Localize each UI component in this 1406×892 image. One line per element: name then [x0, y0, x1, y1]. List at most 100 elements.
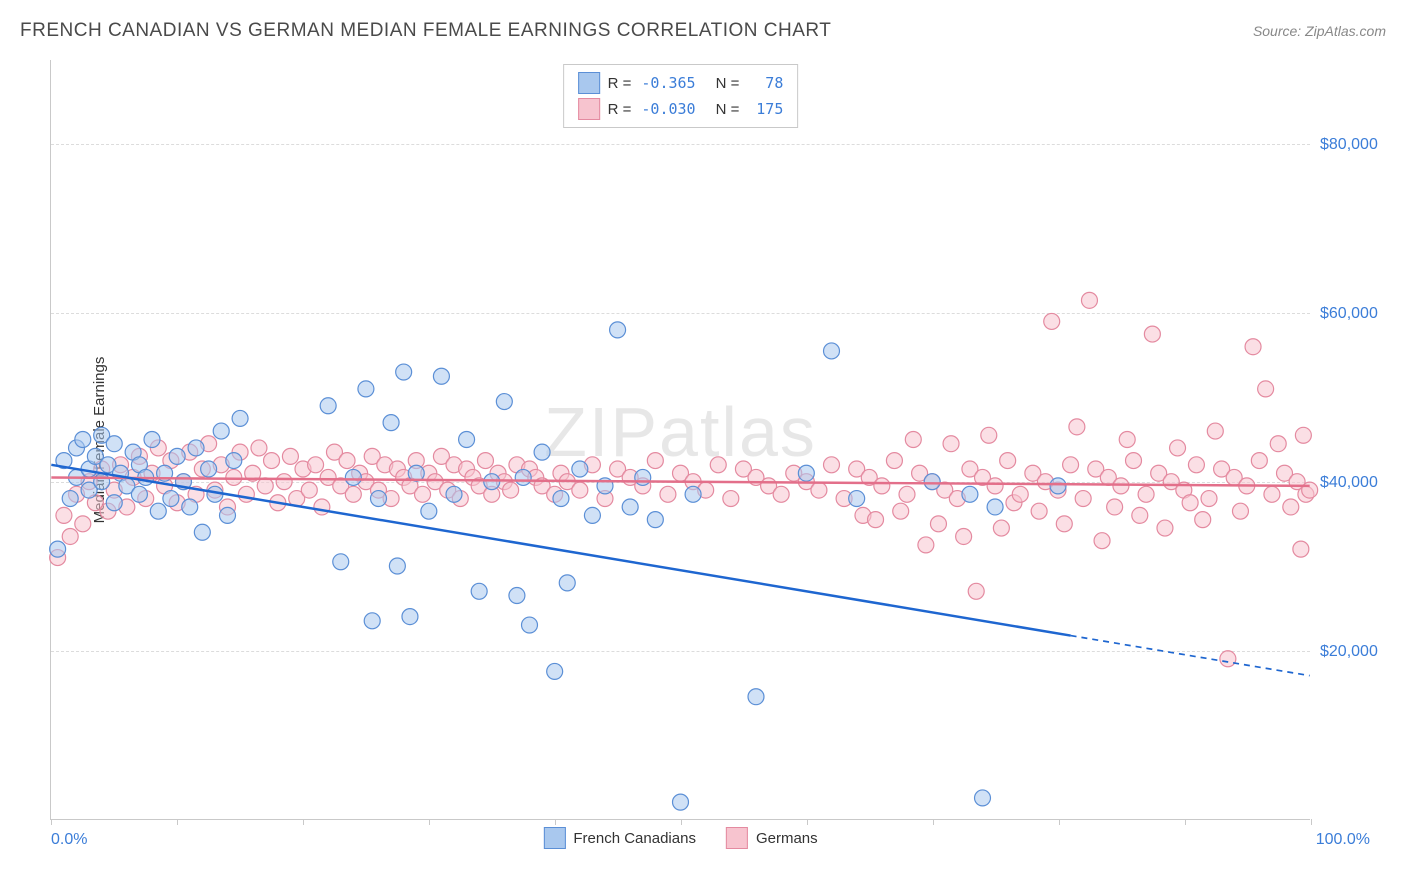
scatter-point — [364, 613, 380, 629]
scatter-point — [710, 457, 726, 473]
scatter-point — [1044, 313, 1060, 329]
scatter-point — [1000, 453, 1016, 469]
scatter-point — [1063, 457, 1079, 473]
scatter-point — [553, 491, 569, 507]
scatter-point — [415, 486, 431, 502]
scatter-point — [509, 588, 525, 604]
scatter-point — [182, 499, 198, 515]
scatter-point — [943, 436, 959, 452]
scatter-point — [975, 790, 991, 806]
plot-area: Median Female Earnings ZIPatlas R = -0.3… — [50, 60, 1310, 820]
scatter-point — [956, 528, 972, 544]
scatter-point — [1126, 453, 1142, 469]
scatter-point — [1251, 453, 1267, 469]
scatter-point — [868, 512, 884, 528]
chart-title: FRENCH CANADIAN VS GERMAN MEDIAN FEMALE … — [20, 20, 831, 42]
scatter-point — [333, 554, 349, 570]
scatter-point — [1119, 432, 1135, 448]
scatter-point — [50, 541, 66, 557]
legend-label: Germans — [756, 830, 818, 847]
x-tick — [933, 819, 934, 825]
scatter-point — [610, 322, 626, 338]
scatter-point — [339, 453, 355, 469]
scatter-point — [968, 583, 984, 599]
scatter-point — [144, 432, 160, 448]
scatter-point — [308, 457, 324, 473]
footer-legend: French Canadians Germans — [543, 827, 817, 849]
scatter-point — [1283, 499, 1299, 515]
legend-row: R = -0.030 N = 175 — [578, 96, 784, 122]
r-value: -0.030 — [641, 100, 695, 118]
scatter-point — [264, 453, 280, 469]
scatter-point — [220, 507, 236, 523]
scatter-point — [371, 491, 387, 507]
y-tick-label: $20,000 — [1320, 643, 1378, 661]
trend-line-extrapolated — [1071, 636, 1310, 676]
x-tick — [51, 819, 52, 825]
scatter-point — [673, 794, 689, 810]
scatter-point — [660, 486, 676, 502]
scatter-point — [622, 499, 638, 515]
scatter-point — [1157, 520, 1173, 536]
scatter-point — [572, 482, 588, 498]
scatter-point — [345, 469, 361, 485]
scatter-point — [75, 432, 91, 448]
scatter-point — [647, 453, 663, 469]
y-tick-label: $60,000 — [1320, 305, 1378, 323]
n-label: N = — [716, 75, 740, 92]
scatter-point — [106, 495, 122, 511]
scatter-point — [723, 491, 739, 507]
scatter-point — [232, 410, 248, 426]
swatch-footer-1 — [726, 827, 748, 849]
scatter-point — [893, 503, 909, 519]
x-tick — [807, 819, 808, 825]
scatter-point — [503, 482, 519, 498]
n-value: 78 — [749, 74, 783, 92]
scatter-point — [987, 478, 1003, 494]
scatter-point — [471, 583, 487, 599]
scatter-point — [1170, 440, 1186, 456]
scatter-point — [899, 486, 915, 502]
y-tick-label: $80,000 — [1320, 136, 1378, 154]
scatter-point — [1144, 326, 1160, 342]
scatter-point — [1245, 339, 1261, 355]
x-tick — [555, 819, 556, 825]
scatter-point — [824, 343, 840, 359]
scatter-point — [1295, 427, 1311, 443]
x-tick — [303, 819, 304, 825]
legend-row: R = -0.365 N = 78 — [578, 70, 784, 96]
scatter-point — [446, 486, 462, 502]
scatter-point — [150, 503, 166, 519]
scatter-point — [1138, 486, 1154, 502]
scatter-point — [163, 491, 179, 507]
scatter-point — [930, 516, 946, 532]
scatter-point — [62, 491, 78, 507]
scatter-point — [459, 432, 475, 448]
scatter-point — [238, 486, 254, 502]
x-axis-start-label: 0.0% — [51, 831, 87, 849]
scatter-point — [1012, 486, 1028, 502]
swatch-series-1 — [578, 98, 600, 120]
scatter-point — [1207, 423, 1223, 439]
scatter-point — [1075, 491, 1091, 507]
scatter-point — [75, 516, 91, 532]
scatter-point — [188, 440, 204, 456]
scatter-point — [1107, 499, 1123, 515]
scatter-point — [131, 486, 147, 502]
scatter-point — [987, 499, 1003, 515]
scatter-point — [1056, 516, 1072, 532]
scatter-point — [56, 507, 72, 523]
scatter-point — [798, 465, 814, 481]
scatter-point — [301, 482, 317, 498]
scatter-point — [402, 609, 418, 625]
scatter-point — [320, 398, 336, 414]
scatter-point — [345, 486, 361, 502]
source-label: Source: ZipAtlas.com — [1253, 23, 1386, 39]
scatter-point — [534, 444, 550, 460]
scatter-point — [522, 617, 538, 633]
scatter-point — [194, 524, 210, 540]
scatter-point — [358, 381, 374, 397]
scatter-point — [824, 457, 840, 473]
x-axis-end-label: 100.0% — [1316, 831, 1370, 849]
scatter-point — [1132, 507, 1148, 523]
